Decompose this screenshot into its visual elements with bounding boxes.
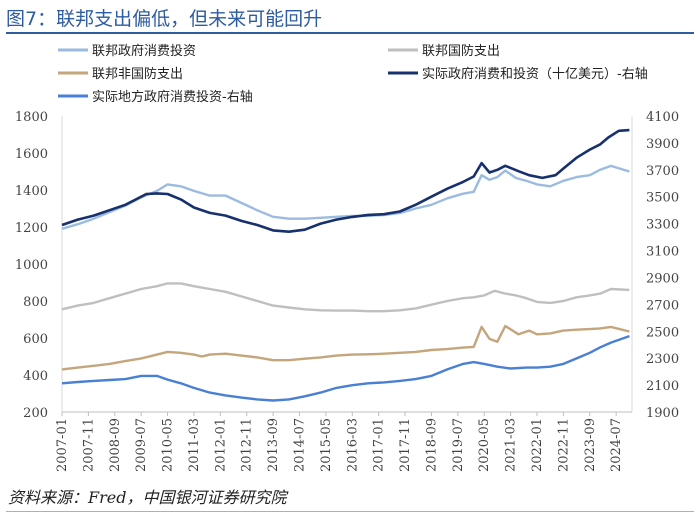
right-tick-label: 3300 (646, 218, 679, 233)
right-tick-label: 1900 (646, 406, 679, 421)
legend-label: 联邦国防支出 (422, 43, 500, 59)
x-tick-label: 2011-03 (187, 418, 202, 472)
right-tick-label: 4100 (646, 110, 679, 125)
left-tick-label: 1600 (15, 147, 48, 162)
x-tick-label: 2017-11 (398, 418, 413, 472)
series-line-4 (61, 128, 630, 233)
right-tick-label: 3100 (646, 245, 679, 260)
x-tick-label: 2016-03 (345, 418, 360, 472)
right-tick-label: 3500 (646, 191, 679, 206)
right-tick-label: 2900 (646, 271, 679, 286)
left-tick-label: 1800 (15, 110, 48, 125)
source-note: 资料来源：Fred，中国银河证券研究院 (8, 488, 287, 507)
x-tick-label: 2013-09 (266, 418, 281, 472)
legend-label: 联邦政府消费投资 (92, 43, 196, 59)
x-tick-label: 2020-05 (477, 418, 492, 472)
right-tick-label: 2100 (646, 379, 679, 394)
x-tick-label: 2018-09 (424, 418, 439, 472)
x-tick-label: 2021-03 (504, 418, 519, 472)
x-tick-label: 2019-07 (451, 418, 466, 472)
x-tick-label: 2022-11 (556, 418, 571, 472)
title-rule (6, 32, 694, 34)
legend-label: 实际地方政府消费投资-右轴 (92, 89, 253, 105)
left-tick-label: 1400 (15, 184, 48, 199)
right-tick-label: 3700 (646, 164, 679, 179)
x-tick-label: 2007-11 (81, 418, 96, 472)
right-tick-label: 3900 (646, 137, 679, 152)
left-tick-label: 600 (23, 332, 48, 347)
legend-label: 实际政府消费和投资（十亿美元）-右轴 (422, 66, 648, 82)
x-tick-label: 2022-01 (530, 418, 545, 472)
left-tick-label: 1200 (15, 221, 48, 236)
left-tick-label: 200 (23, 406, 48, 421)
right-tick-label: 2700 (646, 298, 679, 313)
x-tick-label: 2007-01 (55, 418, 70, 472)
figure-title: 图7：联邦支出偏低，但未来可能回升 (6, 8, 323, 30)
x-tick-label: 2017-01 (372, 418, 387, 472)
x-tick-label: 2010-05 (161, 418, 176, 472)
series-line-5 (61, 334, 630, 402)
legend-label: 联邦非国防支出 (92, 66, 183, 82)
x-tick-label: 2023-09 (583, 418, 598, 472)
x-tick-label: 2015-05 (319, 418, 334, 472)
right-tick-label: 2300 (646, 352, 679, 367)
x-tick-label: 2012-11 (240, 418, 255, 472)
x-tick-label: 2024-07 (609, 418, 624, 472)
bottom-rule (6, 511, 694, 512)
series-line-1 (61, 164, 630, 230)
series-line-2 (61, 282, 630, 313)
left-tick-label: 1000 (15, 258, 48, 273)
series-lines (61, 128, 630, 402)
left-tick-label: 400 (23, 369, 48, 384)
x-tick-label: 2008-09 (108, 418, 123, 472)
series-line-3 (61, 324, 630, 371)
right-tick-label: 2500 (646, 325, 679, 340)
axes: 200 400 600 800 1000 1200 1400 1600 1800 1900 2100… (15, 110, 679, 472)
x-tick-label: 2009-07 (134, 418, 149, 472)
x-tick-label: 2014-07 (293, 418, 308, 472)
left-tick-label: 800 (23, 295, 48, 310)
x-tick-label: 2012-01 (213, 418, 228, 472)
